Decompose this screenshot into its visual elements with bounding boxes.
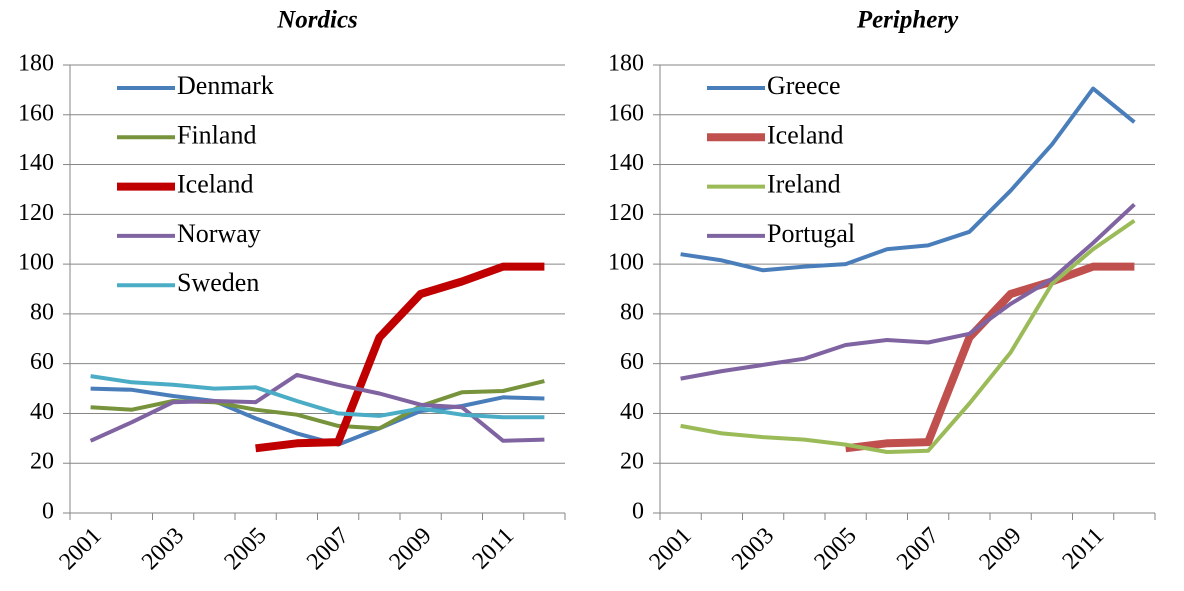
y-tick-label: 100 xyxy=(18,250,54,276)
y-tick-label: 160 xyxy=(18,100,54,126)
legend-label: Finland xyxy=(177,120,256,149)
y-tick-label: 60 xyxy=(620,349,644,375)
x-tick-label: 2011 xyxy=(1058,523,1110,575)
series-line xyxy=(255,262,545,453)
series-line xyxy=(90,374,545,420)
legend-label: Iceland xyxy=(767,120,844,149)
chart-title: Periphery xyxy=(856,7,959,34)
y-tick-label: 40 xyxy=(620,399,644,425)
x-tick-label: 2007 xyxy=(892,523,944,575)
x-tick-label: 2007 xyxy=(302,523,354,575)
legend-label: Iceland xyxy=(177,170,254,199)
y-tick-label: 80 xyxy=(30,299,54,325)
legend-label: Norway xyxy=(177,219,261,248)
series-line xyxy=(845,262,1135,453)
legend-label: Greece xyxy=(767,71,841,100)
y-tick-label: 140 xyxy=(18,150,54,176)
x-tick-label: 2003 xyxy=(727,523,779,575)
y-tick-label: 180 xyxy=(608,51,644,77)
legend-label: Sweden xyxy=(177,268,259,297)
legend-label: Portugal xyxy=(767,219,855,248)
x-tick-label: 2009 xyxy=(384,523,436,575)
y-tick-label: 20 xyxy=(620,449,644,475)
x-tick-label: 2005 xyxy=(219,523,271,575)
series-line xyxy=(90,379,545,431)
series-line xyxy=(680,202,1136,381)
y-tick-label: 80 xyxy=(620,299,644,325)
x-tick-label: 2003 xyxy=(137,523,189,575)
x-tick-label: 2009 xyxy=(974,523,1026,575)
legend-label: Ireland xyxy=(767,170,841,199)
series-line xyxy=(680,218,1136,454)
y-tick-label: 160 xyxy=(608,100,644,126)
y-tick-label: 100 xyxy=(608,250,644,276)
y-tick-label: 60 xyxy=(30,349,54,375)
y-tick-label: 40 xyxy=(30,399,54,425)
series-line xyxy=(680,86,1136,273)
y-tick-label: 120 xyxy=(608,200,644,226)
chart-title: Nordics xyxy=(276,7,358,34)
y-tick-label: 180 xyxy=(18,51,54,77)
y-tick-label: 20 xyxy=(30,449,54,475)
x-tick-label: 2011 xyxy=(468,523,520,575)
x-tick-label: 2005 xyxy=(809,523,861,575)
legend-label: Denmark xyxy=(177,71,274,100)
x-tick-label: 2001 xyxy=(644,523,696,575)
y-tick-label: 0 xyxy=(42,499,54,525)
y-tick-label: 0 xyxy=(632,499,644,525)
x-tick-label: 2001 xyxy=(54,523,106,575)
series-line xyxy=(89,372,545,443)
y-tick-label: 120 xyxy=(18,200,54,226)
y-tick-label: 140 xyxy=(608,150,644,176)
